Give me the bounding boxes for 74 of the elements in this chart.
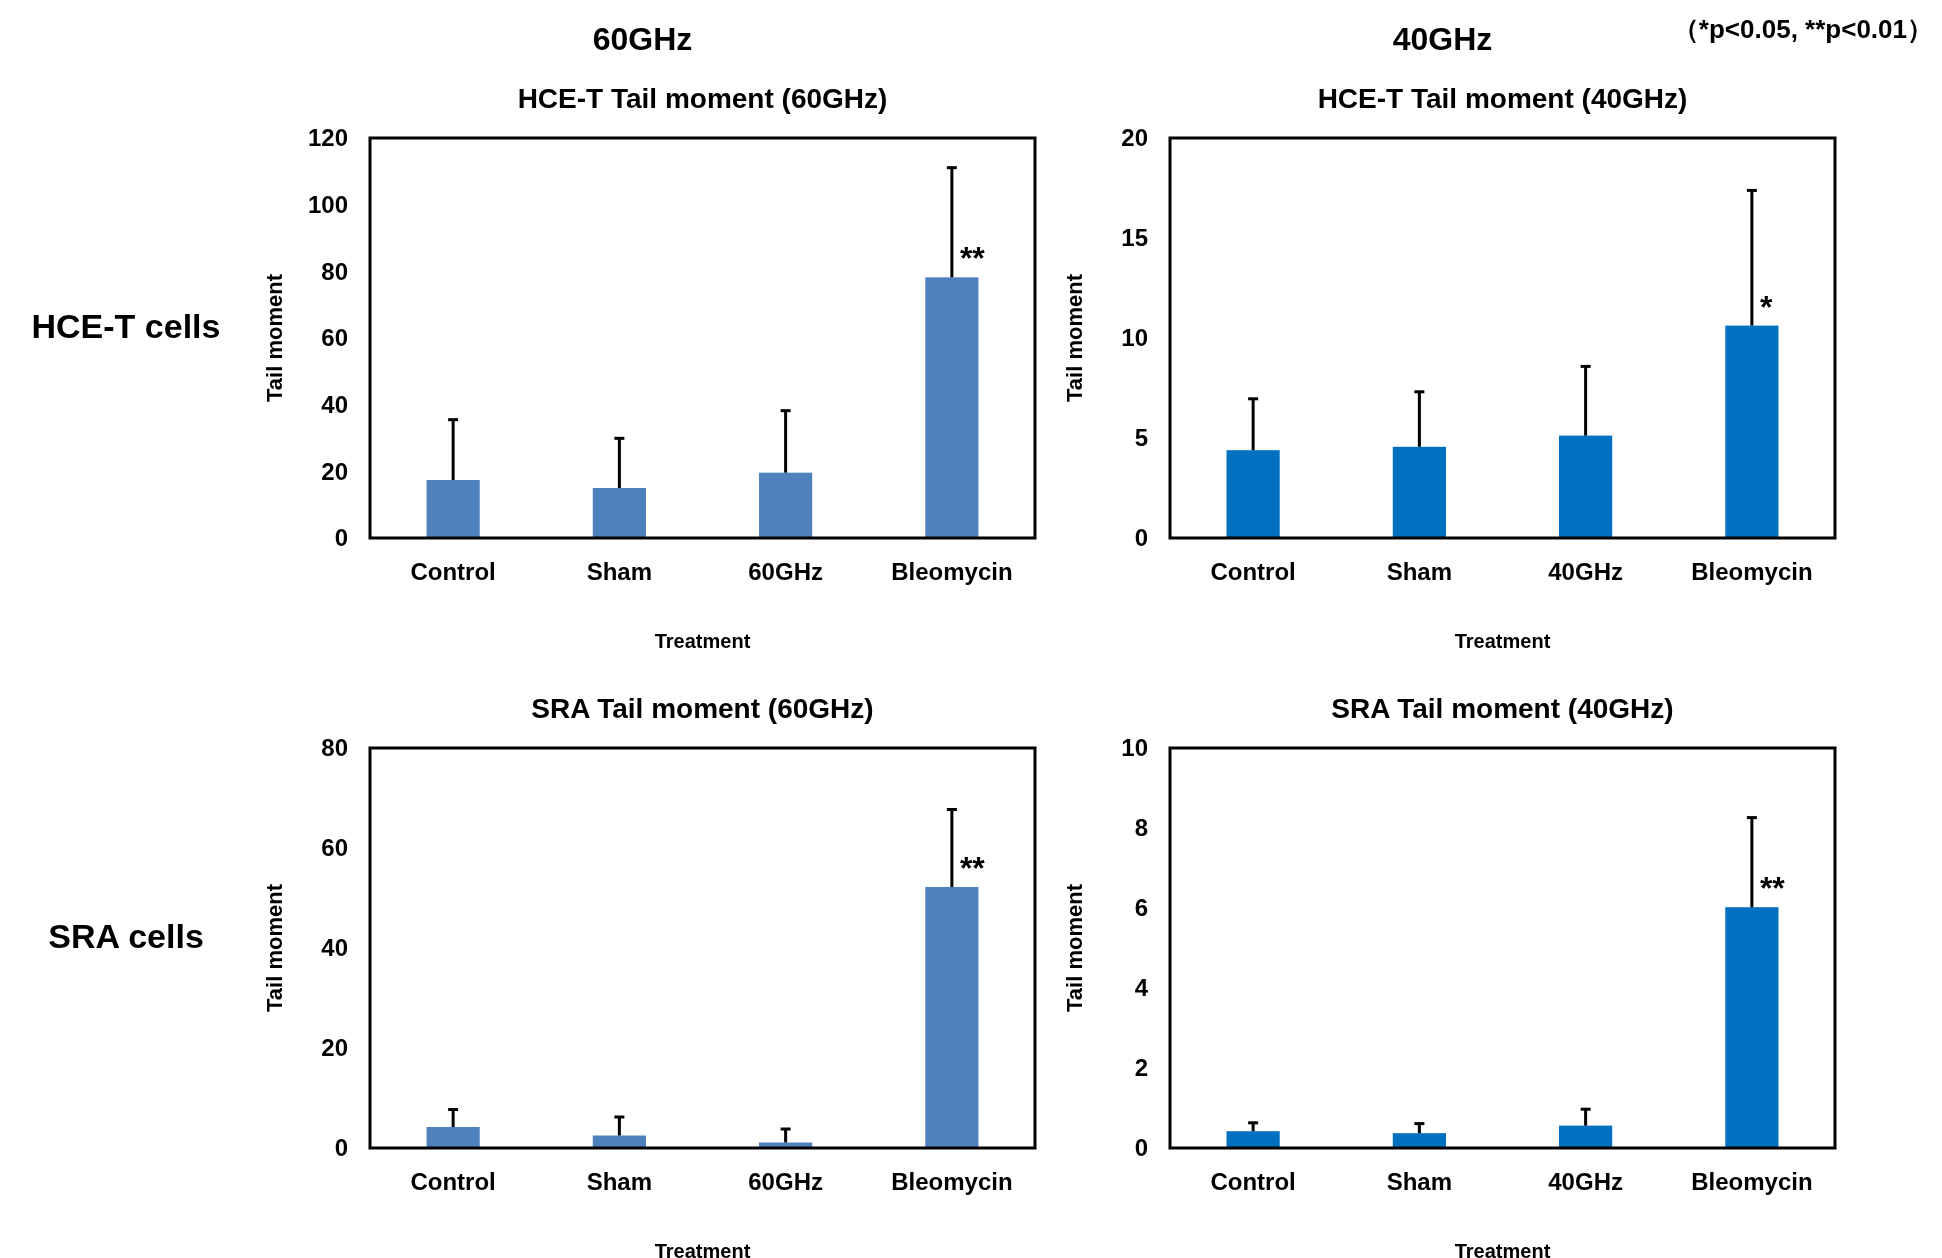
- text: SRA cells: [48, 917, 204, 955]
- y-tick-label: 20: [321, 457, 348, 485]
- x-tick-label: Control: [410, 1168, 496, 1195]
- x-tick-label: Bleomycin: [1691, 558, 1813, 585]
- chart-title: HCE-T Tail moment (40GHz): [1317, 83, 1688, 114]
- x-axis-title: Treatment: [1454, 1240, 1551, 1258]
- bar: [1725, 907, 1779, 1148]
- y-tick-label: 2: [1134, 1054, 1148, 1082]
- chart-title: HCE-T Tail moment (60GHz): [517, 83, 888, 114]
- annotation: **: [1759, 870, 1786, 907]
- y-axis-title: Tail moment: [262, 273, 287, 402]
- y-tick-label: 100: [307, 191, 348, 219]
- bar: [1559, 435, 1613, 538]
- bar: [426, 1127, 480, 1148]
- x-tick-label: Control: [410, 558, 496, 585]
- bar: [759, 472, 813, 538]
- y-tick-label: 0: [334, 1134, 348, 1162]
- y-tick-label: 0: [1134, 524, 1148, 552]
- y-tick-label: 60: [321, 834, 348, 862]
- bar: [1392, 446, 1446, 538]
- x-tick-label: Sham: [1386, 1168, 1453, 1195]
- x-tick-label: Sham: [586, 1168, 653, 1195]
- x-axis-title: Treatment: [654, 1240, 751, 1258]
- x-tick-label: Bleomycin: [891, 558, 1013, 585]
- x-tick-label: Bleomycin: [1691, 1168, 1813, 1195]
- y-tick-label: 80: [321, 257, 348, 285]
- annotation: *: [1759, 288, 1773, 325]
- bar: [1725, 325, 1779, 538]
- bar: [426, 480, 480, 538]
- y-tick-label: 5: [1134, 424, 1148, 452]
- x-tick-label: Sham: [1386, 558, 1453, 585]
- y-tick-label: 0: [334, 524, 348, 552]
- bar: [1392, 1133, 1446, 1148]
- x-tick-label: 60GHz: [748, 558, 823, 585]
- text: HCE-T cells: [31, 307, 221, 345]
- chart-title: SRA Tail moment (40GHz): [1331, 693, 1674, 724]
- y-tick-label: 20: [1121, 124, 1148, 152]
- annotation: **: [959, 850, 986, 886]
- x-axis-title: Treatment: [654, 630, 751, 652]
- y-tick-label: 80: [321, 734, 348, 762]
- y-tick-label: 6: [1134, 894, 1148, 922]
- y-tick-label: 0: [1134, 1134, 1148, 1162]
- bar: [1559, 1125, 1613, 1148]
- y-axis-title: Tail moment: [262, 883, 287, 1012]
- y-axis-title: Tail moment: [1062, 883, 1087, 1012]
- bar: [592, 488, 646, 538]
- text: 40GHz: [1392, 21, 1493, 57]
- y-axis-title: Tail moment: [1062, 273, 1087, 402]
- bar: [1226, 1131, 1280, 1148]
- bar: [1226, 450, 1280, 538]
- y-tick-label: 40: [321, 934, 348, 962]
- x-tick-label: Control: [1210, 558, 1296, 585]
- x-tick-label: 60GHz: [748, 1168, 823, 1195]
- x-tick-label: 40GHz: [1548, 558, 1623, 585]
- y-tick-label: 10: [1121, 324, 1148, 352]
- y-tick-label: 40: [321, 391, 348, 419]
- bar: [925, 887, 979, 1148]
- x-tick-label: 40GHz: [1548, 1168, 1623, 1195]
- y-tick-label: 4: [1134, 974, 1149, 1002]
- y-tick-label: 60: [321, 324, 348, 352]
- x-tick-label: Sham: [586, 558, 653, 585]
- y-tick-label: 8: [1134, 814, 1148, 842]
- y-tick-label: 20: [321, 1034, 348, 1062]
- y-tick-label: 15: [1121, 224, 1148, 252]
- text: 60GHz: [592, 21, 693, 57]
- x-tick-label: Control: [1210, 1168, 1296, 1195]
- text: （*p<0.05, **p<0.01）: [1672, 14, 1933, 44]
- bar: [925, 277, 979, 538]
- y-tick-label: 10: [1121, 734, 1148, 762]
- x-tick-label: Bleomycin: [891, 1168, 1013, 1195]
- chart-title: SRA Tail moment (60GHz): [531, 693, 874, 724]
- annotation: **: [959, 240, 986, 277]
- y-tick-label: 120: [307, 124, 348, 152]
- x-axis-title: Treatment: [1454, 630, 1551, 652]
